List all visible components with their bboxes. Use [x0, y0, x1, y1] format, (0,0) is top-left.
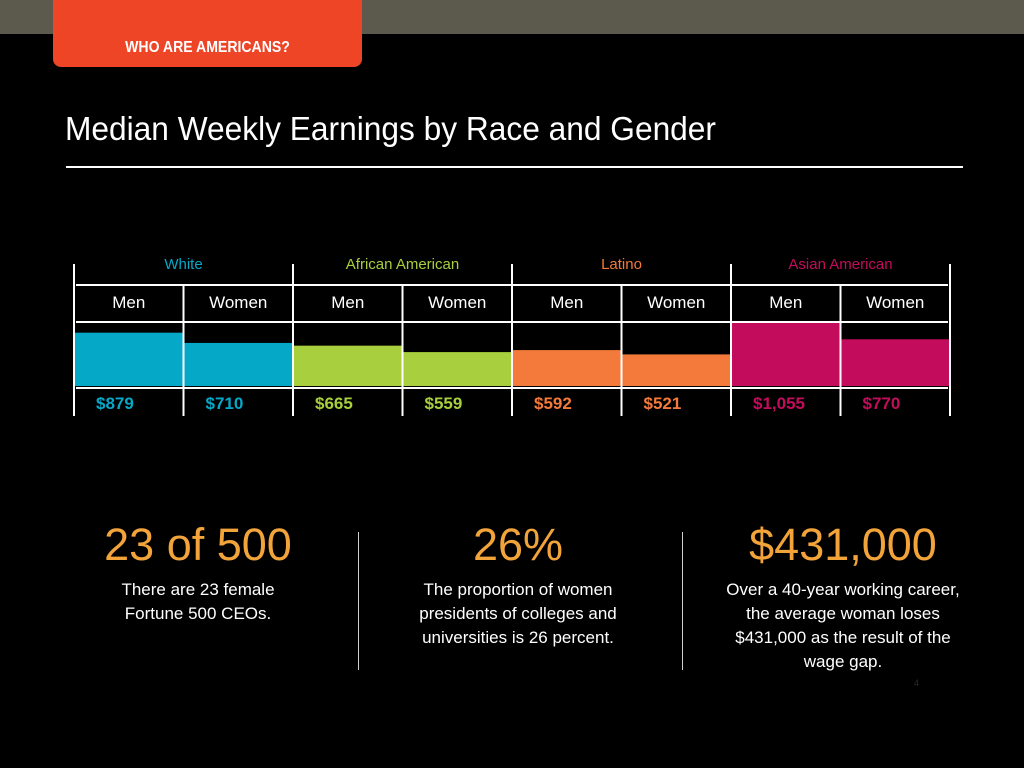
- stat-value: 23 of 500: [104, 519, 292, 570]
- value-label: $521: [644, 394, 682, 413]
- category-label: Women: [428, 293, 486, 312]
- stat-divider: [682, 532, 683, 670]
- earnings-chart: White African American Latino Asian America…: [73, 256, 951, 416]
- value-label: $710: [206, 394, 244, 413]
- bar: [621, 354, 731, 386]
- category-label: Men: [112, 293, 145, 312]
- stat-description: There are 23 female Fortune 500 CEOs.: [121, 580, 275, 623]
- title-divider: [66, 166, 963, 168]
- category-label: Women: [647, 293, 705, 312]
- stat-ceos: 23 of 500 There are 23 female Fortune 50…: [68, 520, 328, 626]
- category-label: Women: [866, 293, 924, 312]
- stat-description: Over a 40-year working career, the avera…: [726, 580, 960, 671]
- value-label: $770: [863, 394, 901, 413]
- bar: [840, 339, 950, 386]
- stat-value: $431,000: [749, 519, 937, 570]
- page-title: Median Weekly Earnings by Race and Gende…: [65, 110, 716, 147]
- group-label: Latino: [601, 256, 642, 273]
- category-label: Women: [209, 293, 267, 312]
- value-label: $559: [425, 394, 463, 413]
- stat-wage-gap: $431,000 Over a 40-year working career, …: [722, 520, 964, 674]
- stat-divider: [358, 532, 359, 670]
- group-label: White: [164, 256, 202, 273]
- group-label: African American: [346, 256, 459, 273]
- category-label: Men: [550, 293, 583, 312]
- stat-description: The proportion of women presidents of co…: [419, 580, 617, 647]
- value-label: $1,055: [753, 394, 805, 413]
- section-label: WHO ARE AMERICANS?: [125, 39, 290, 56]
- category-label: Men: [331, 293, 364, 312]
- section-tab: WHO ARE AMERICANS?: [53, 0, 362, 67]
- bar: [512, 350, 622, 386]
- bar: [402, 352, 512, 386]
- stat-value: 26%: [472, 519, 564, 570]
- value-label: $592: [534, 394, 572, 413]
- value-label: $665: [315, 394, 353, 413]
- bar: [183, 342, 293, 386]
- bar: [293, 345, 403, 386]
- stat-presidents: 26% The proportion of women presidents o…: [390, 520, 646, 650]
- category-label: Men: [769, 293, 802, 312]
- value-label: $879: [96, 394, 134, 413]
- page-number: 4: [914, 678, 920, 688]
- group-label: Asian American: [788, 256, 892, 273]
- bar: [731, 322, 841, 386]
- bar: [74, 332, 184, 386]
